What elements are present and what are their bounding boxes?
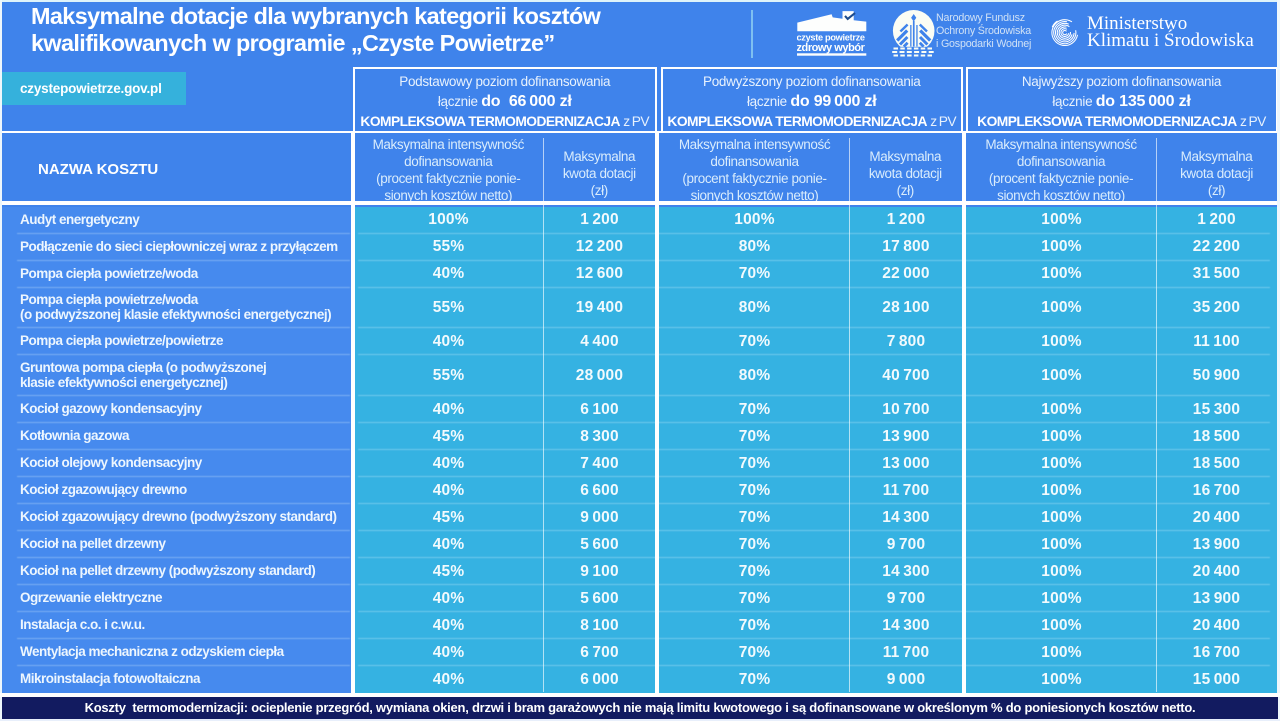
svg-text:czyste powietrze: czyste powietrze: [797, 33, 865, 43]
svg-text:zdrowy wybór: zdrowy wybór: [797, 42, 866, 54]
